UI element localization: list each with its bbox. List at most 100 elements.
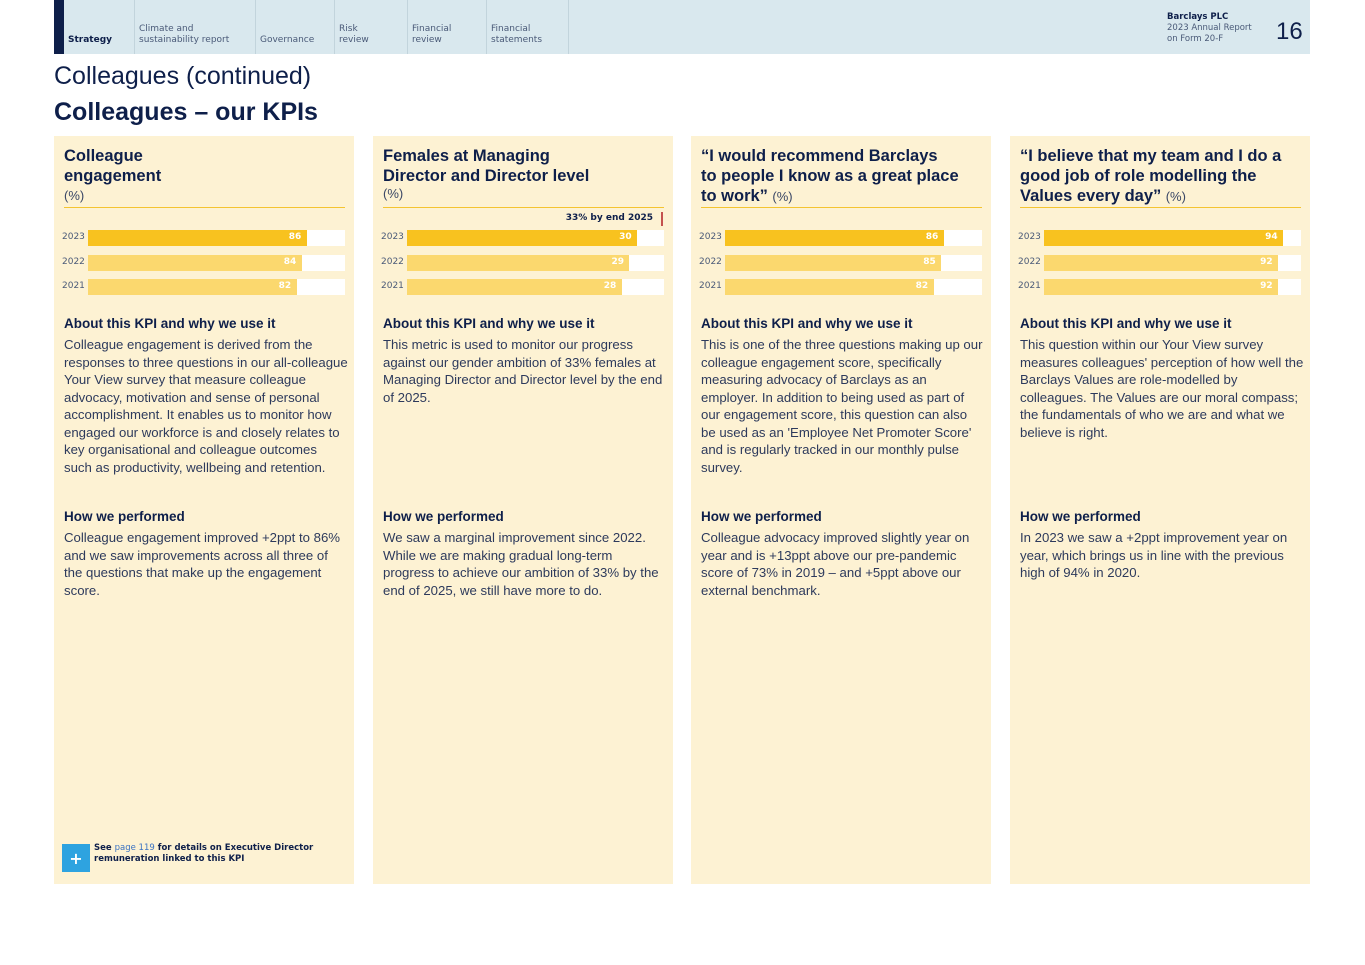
bar-fill-2022 xyxy=(725,255,942,271)
nav-accent xyxy=(54,0,64,54)
about-text: This question within our Your View surve… xyxy=(1020,337,1304,440)
bar-row-2021: 2021 82 xyxy=(62,279,345,295)
plus-icon[interactable]: + xyxy=(62,844,90,872)
bar-fill-2022 xyxy=(407,255,630,271)
card-unit: (%) xyxy=(772,189,793,204)
bar-track: 94 xyxy=(1044,230,1301,246)
bar-year-label: 2021 xyxy=(699,281,722,291)
brand-block: Barclays PLC 2023 Annual Report on Form … xyxy=(1167,12,1252,45)
about-text: Colleague engagement is derived from the… xyxy=(64,337,348,475)
bar-track: 82 xyxy=(88,279,345,295)
bar-value-label: 84 xyxy=(283,257,297,267)
page-link[interactable]: page 119 xyxy=(114,843,155,853)
bar-row-2023: 2023 94 xyxy=(1018,230,1301,246)
nav-tab-financial-review[interactable]: Financial review xyxy=(408,0,487,54)
bar-track: 28 xyxy=(407,279,664,295)
bar-value-label: 92 xyxy=(1260,281,1273,291)
performance-heading: How we performed xyxy=(64,509,185,524)
bar-value-label: 82 xyxy=(915,281,929,291)
bar-value-label: 82 xyxy=(278,281,292,291)
bar-row-2022: 2022 84 xyxy=(62,255,345,271)
see-prefix: See xyxy=(94,843,112,853)
about-heading: About this KPI and why we use it xyxy=(701,316,913,331)
bar-value-label: 94 xyxy=(1265,232,1278,242)
nav-tab-financial-statements[interactable]: Financial statements xyxy=(487,0,569,54)
nav-tab-governance[interactable]: Governance xyxy=(256,0,335,54)
brand-form: on Form 20-F xyxy=(1167,34,1224,44)
bar-fill-2021 xyxy=(407,279,622,295)
bar-value-label: 29 xyxy=(611,257,624,267)
bar-year-label: 2023 xyxy=(62,232,85,242)
bar-fill-2023 xyxy=(88,230,307,246)
bar-track: 30 xyxy=(407,230,664,246)
card-header: Females at Managing Director and Directo… xyxy=(383,146,664,208)
bar-value-label: 28 xyxy=(603,281,617,291)
performance-heading: How we performed xyxy=(383,509,504,524)
bar-fill-2022 xyxy=(1044,255,1279,271)
bar-value-label: 30 xyxy=(619,232,632,242)
bar-value-label: 86 xyxy=(288,232,302,242)
bar-year-label: 2022 xyxy=(381,257,404,267)
nav-tab-climate[interactable]: Climate and sustainability report xyxy=(135,0,256,54)
performance-heading: How we performed xyxy=(1020,509,1141,524)
brand-report: 2023 Annual Report xyxy=(1167,23,1252,33)
see-reference: See page 119 for details on Executive Di… xyxy=(94,843,314,865)
kpi-card-females-md: Females at Managing Director and Directo… xyxy=(373,136,673,884)
bar-year-label: 2023 xyxy=(381,232,404,242)
brand-company: Barclays PLC xyxy=(1167,12,1229,22)
bar-row-2021: 2021 92 xyxy=(1018,279,1301,295)
bar-fill-2023 xyxy=(407,230,638,246)
card-header: Colleague engagement (%) xyxy=(64,146,345,208)
performance-text: Colleague advocacy improved slightly yea… xyxy=(701,530,970,598)
card-header: “I would recommend Barclays to people I … xyxy=(701,146,982,208)
performance-text: We saw a marginal improvement since 2022… xyxy=(383,530,659,598)
bar-year-label: 2023 xyxy=(699,232,722,242)
bar-fill-2023 xyxy=(1044,230,1284,246)
bar-track: 82 xyxy=(725,279,982,295)
bar-year-label: 2022 xyxy=(62,257,85,267)
bar-fill-2022 xyxy=(88,255,302,271)
bar-row-2021: 2021 28 xyxy=(381,279,664,295)
bar-row-2021: 2021 82 xyxy=(699,279,982,295)
page-subtitle: Colleagues (continued) xyxy=(54,62,312,90)
bar-row-2022: 2022 85 xyxy=(699,255,982,271)
bar-row-2023: 2023 86 xyxy=(62,230,345,246)
card-title: Females at Managing Director and Directo… xyxy=(383,147,590,185)
nav-tab-risk-review[interactable]: Risk review xyxy=(335,0,408,54)
card-title: “I believe that my team and I do a good … xyxy=(1020,147,1282,205)
page-title: Colleagues – our KPIs xyxy=(54,98,318,126)
about-heading: About this KPI and why we use it xyxy=(64,316,276,331)
bar-fill-2021 xyxy=(1044,279,1279,295)
bar-year-label: 2022 xyxy=(699,257,722,267)
bar-value-label: 92 xyxy=(1260,257,1273,267)
top-nav: Strategy Climate and sustainability repo… xyxy=(54,0,1310,54)
card-unit: (%) xyxy=(1165,189,1186,204)
performance-heading: How we performed xyxy=(701,509,822,524)
about-heading: About this KPI and why we use it xyxy=(1020,316,1232,331)
bar-value-label: 86 xyxy=(925,232,939,242)
bar-track: 86 xyxy=(88,230,345,246)
performance-text: In 2023 we saw a +2ppt improvement year … xyxy=(1020,530,1288,580)
see-suffix: for details on Executive Director remune… xyxy=(94,843,314,864)
bar-row-2022: 2022 92 xyxy=(1018,255,1301,271)
card-unit: (%) xyxy=(64,188,85,203)
bar-track: 92 xyxy=(1044,279,1301,295)
bar-year-label: 2023 xyxy=(1018,232,1041,242)
page-number: 16 xyxy=(1276,18,1303,45)
bar-fill-2021 xyxy=(88,279,297,295)
bar-track: 92 xyxy=(1044,255,1301,271)
bar-row-2022: 2022 29 xyxy=(381,255,664,271)
about-text: This metric is used to monitor our progr… xyxy=(383,337,663,405)
bar-year-label: 2021 xyxy=(1018,281,1041,291)
bar-year-label: 2021 xyxy=(62,281,85,291)
bar-track: 29 xyxy=(407,255,664,271)
about-text: This is one of the three questions makin… xyxy=(701,337,983,475)
kpi-card-engagement: Colleague engagement (%) 2023 86 2022 84 202… xyxy=(54,136,354,884)
bar-track: 86 xyxy=(725,230,982,246)
kpi-card-recommend: “I would recommend Barclays to people I … xyxy=(691,136,991,884)
bar-value-label: 85 xyxy=(923,257,936,267)
performance-text: Colleague engagement improved +2ppt to 8… xyxy=(64,530,341,598)
bar-row-2023: 2023 30 xyxy=(381,230,664,246)
nav-tab-strategy[interactable]: Strategy xyxy=(64,0,135,54)
bar-fill-2023 xyxy=(725,230,944,246)
